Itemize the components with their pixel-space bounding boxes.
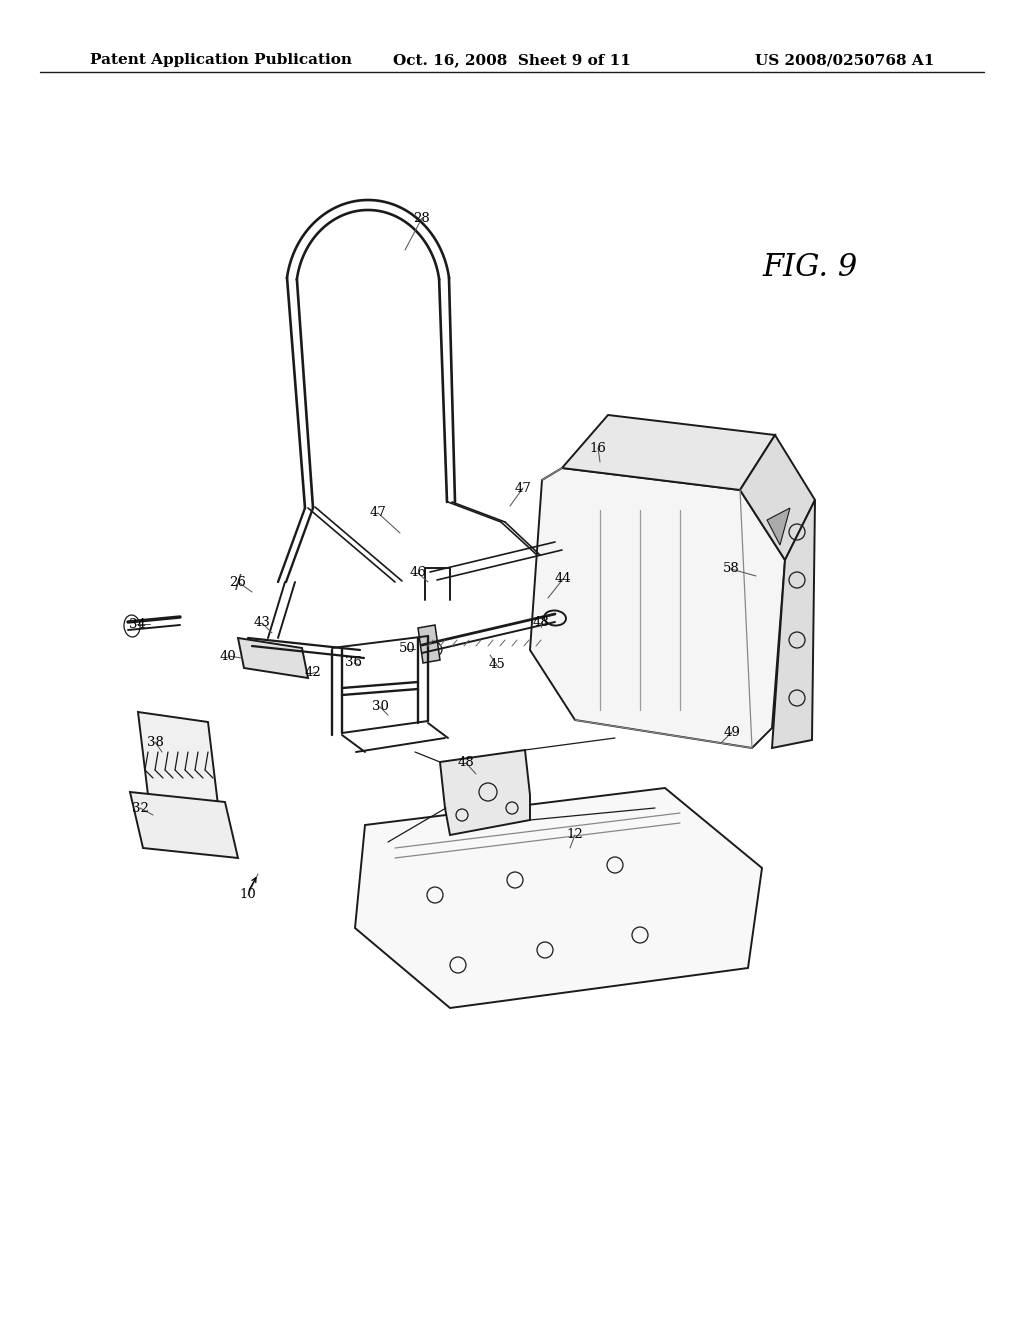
Text: 12: 12	[566, 829, 584, 842]
Text: 42: 42	[304, 667, 322, 680]
Text: 50: 50	[398, 643, 416, 656]
Text: US 2008/0250768 A1: US 2008/0250768 A1	[755, 53, 934, 67]
Text: 36: 36	[345, 656, 362, 669]
Text: 45: 45	[488, 659, 506, 672]
Text: 58: 58	[723, 562, 739, 576]
Polygon shape	[772, 500, 815, 748]
Text: /: /	[234, 573, 242, 591]
Text: 49: 49	[724, 726, 740, 738]
Text: Oct. 16, 2008  Sheet 9 of 11: Oct. 16, 2008 Sheet 9 of 11	[393, 53, 631, 67]
Text: 26: 26	[229, 576, 247, 589]
Polygon shape	[562, 414, 775, 490]
Text: Patent Application Publication: Patent Application Publication	[90, 53, 352, 67]
Text: 30: 30	[372, 701, 388, 714]
Polygon shape	[138, 711, 218, 805]
Polygon shape	[130, 792, 238, 858]
Text: 43: 43	[254, 616, 270, 630]
Text: 32: 32	[131, 801, 148, 814]
Text: 44: 44	[555, 573, 571, 586]
Text: 46: 46	[410, 566, 426, 579]
Polygon shape	[355, 788, 762, 1008]
Text: FIG. 9: FIG. 9	[763, 252, 858, 284]
Text: 28: 28	[414, 211, 430, 224]
Text: 40: 40	[219, 649, 237, 663]
Text: 34: 34	[129, 618, 145, 631]
Polygon shape	[530, 469, 785, 748]
Polygon shape	[440, 750, 530, 836]
Text: 47: 47	[370, 507, 386, 520]
Polygon shape	[740, 436, 815, 560]
Polygon shape	[767, 508, 790, 545]
Text: 48: 48	[532, 615, 549, 628]
Polygon shape	[418, 624, 440, 663]
Text: 16: 16	[590, 441, 606, 454]
Text: 10: 10	[240, 888, 256, 902]
Text: 47: 47	[515, 482, 531, 495]
Text: 38: 38	[146, 735, 164, 748]
Polygon shape	[238, 638, 308, 678]
Text: 48: 48	[458, 756, 474, 770]
